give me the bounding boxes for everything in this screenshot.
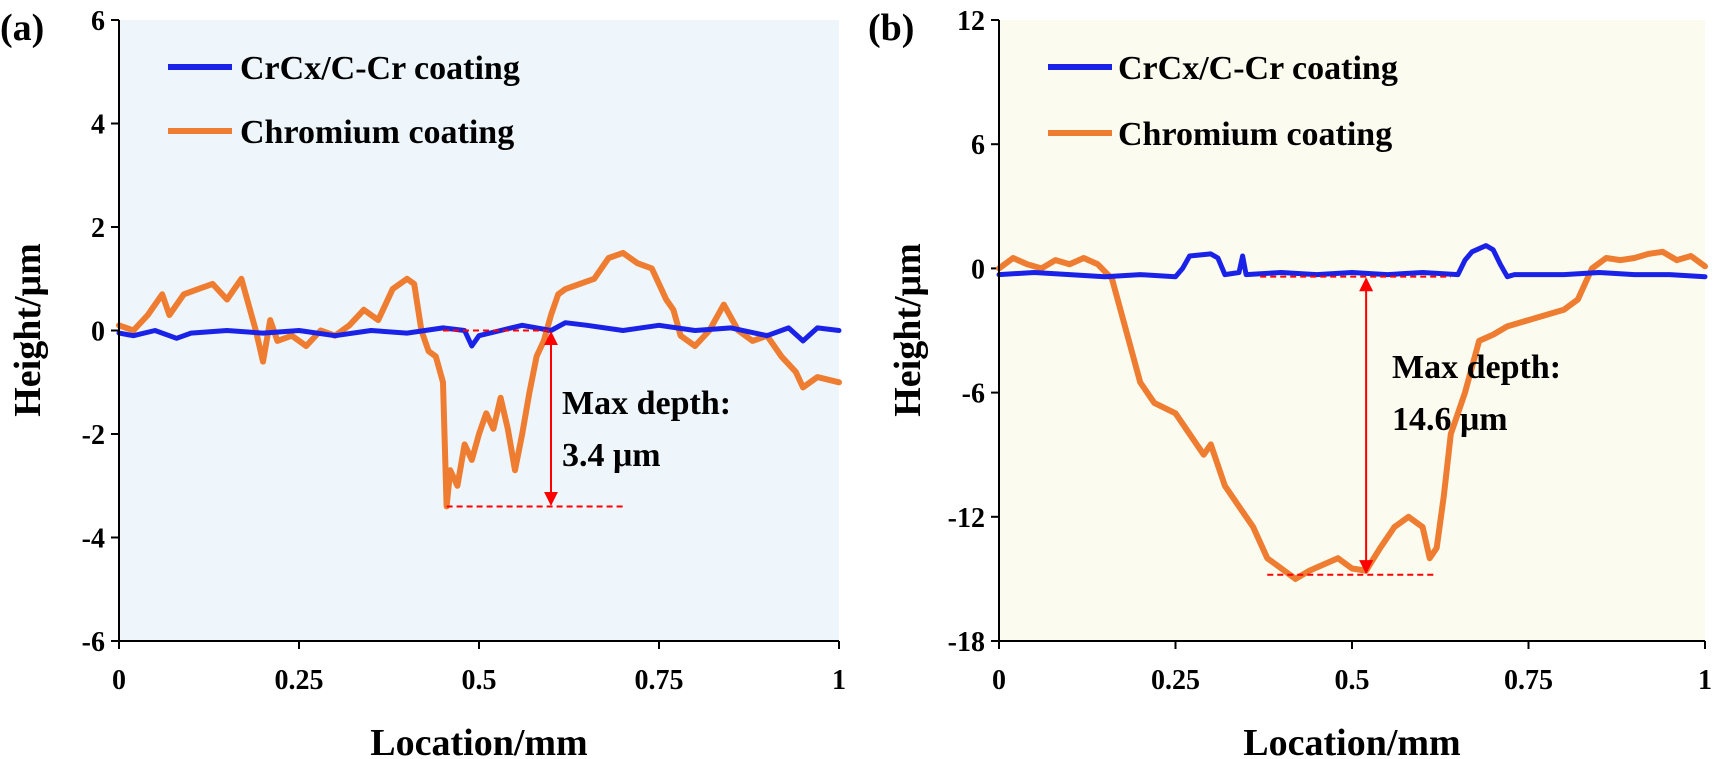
y-tick-label: -6 bbox=[962, 379, 985, 410]
y-tick-label: 12 bbox=[957, 6, 985, 37]
x-tick-label: 1 bbox=[832, 665, 846, 696]
panel-label: (b) bbox=[868, 7, 914, 49]
y-tick-label: 0 bbox=[91, 317, 105, 348]
x-tick-label: 0.25 bbox=[1151, 665, 1200, 696]
legend: CrCx/C-Cr coating Chromium coating bbox=[168, 50, 520, 151]
y-tick-label: 4 bbox=[91, 110, 105, 141]
y-tick-label: -6 bbox=[82, 627, 105, 658]
plot-area bbox=[999, 20, 1705, 641]
legend-label-chromium: Chromium coating bbox=[1118, 116, 1392, 153]
y-tick-label: -18 bbox=[948, 627, 985, 658]
x-tick-label: 0 bbox=[992, 665, 1006, 696]
annotation-line-1: Max depth: bbox=[1392, 349, 1561, 386]
y-axis-title: Height/μm bbox=[7, 243, 49, 417]
x-tick-label: 0.5 bbox=[462, 665, 497, 696]
legend-label-crcx: CrCx/C-Cr coating bbox=[240, 50, 520, 87]
annotation-line-2: 3.4 μm bbox=[562, 437, 661, 474]
y-tick-label: 0 bbox=[971, 254, 985, 285]
x-axis-title: Location/mm bbox=[1243, 722, 1460, 759]
x-tick-label: 0.75 bbox=[1504, 665, 1553, 696]
x-tick-label: 1 bbox=[1698, 665, 1712, 696]
series-line-chromium bbox=[996, 248, 1708, 582]
y-tick-label: -4 bbox=[82, 524, 105, 555]
y-tick-label: 6 bbox=[971, 130, 985, 161]
series-line-crcx bbox=[116, 320, 842, 349]
legend: CrCx/C-Cr coating Chromium coating bbox=[1048, 50, 1398, 153]
series-line-crcx bbox=[996, 243, 1708, 280]
y-tick-label: -12 bbox=[948, 503, 985, 534]
x-tick-label: 0.5 bbox=[1335, 665, 1370, 696]
annotation-layer bbox=[443, 329, 623, 508]
series-line-chromium bbox=[116, 249, 842, 510]
annotation-layer bbox=[1260, 275, 1451, 576]
series-layer bbox=[996, 243, 1708, 582]
annotation-line-2: 14.6 μm bbox=[1392, 401, 1508, 438]
legend-label-chromium: Chromium coating bbox=[240, 114, 514, 151]
x-axis-title: Location/mm bbox=[370, 722, 587, 759]
x-tick-label: 0.75 bbox=[635, 665, 684, 696]
y-tick-label: 6 bbox=[91, 6, 105, 37]
series-layer bbox=[116, 249, 842, 510]
annotation-line-1: Max depth: bbox=[562, 385, 731, 422]
y-tick-label: -2 bbox=[82, 420, 105, 451]
panel-label: (a) bbox=[0, 7, 44, 49]
x-tick-label: 0.25 bbox=[275, 665, 324, 696]
y-axis-title: Height/μm bbox=[887, 243, 929, 417]
y-tick-label: 2 bbox=[91, 213, 105, 244]
legend-label-crcx: CrCx/C-Cr coating bbox=[1118, 50, 1398, 87]
x-tick-label: 0 bbox=[112, 665, 126, 696]
